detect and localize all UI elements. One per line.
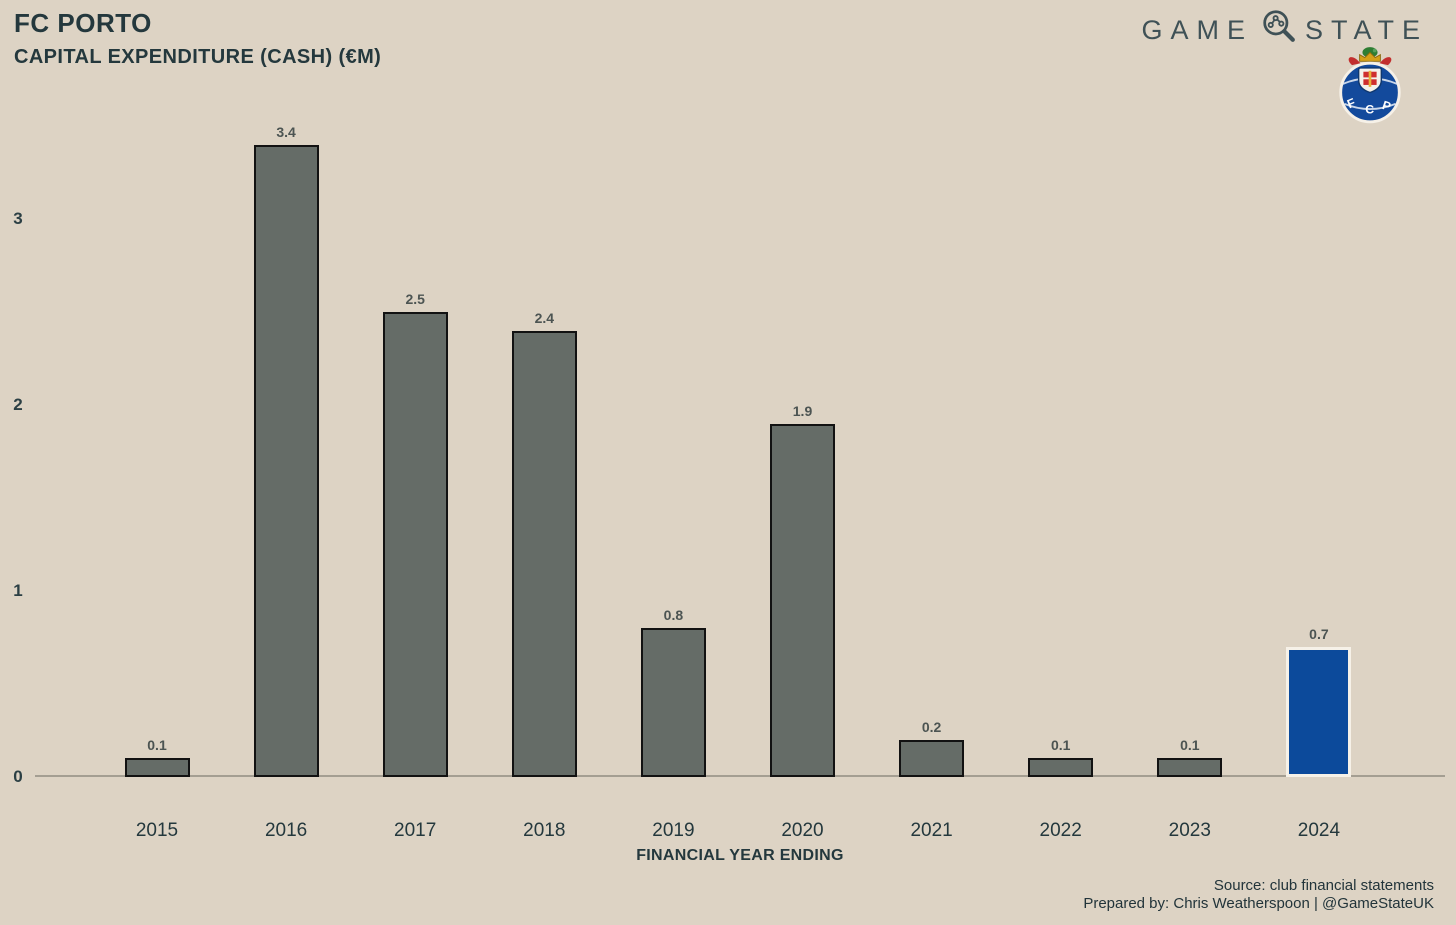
bar-value-label: 0.2: [921, 718, 942, 735]
bar-value-label: 0.1: [1180, 737, 1200, 754]
x-axis-tick-label: 2018: [523, 820, 566, 841]
bar-highlighted: [1286, 646, 1352, 777]
x-axis-line: [35, 775, 1445, 777]
bar: [899, 739, 965, 777]
y-axis-tick-label: 0: [13, 767, 23, 786]
source-text: Source: club financial statements: [1213, 877, 1434, 894]
prepared-by-text: Prepared by: Chris Weatherspoon | @GameS…: [1083, 895, 1434, 912]
magnifier-network-icon: [1261, 8, 1297, 51]
bar: [253, 144, 319, 777]
brand-word-right: STATE: [1304, 14, 1428, 45]
x-axis-tick-label: 2016: [264, 820, 308, 841]
bar-value-label: 0.8: [663, 607, 684, 624]
bar-value-label: 0.1: [147, 737, 167, 754]
x-axis-tick-label: 2021: [910, 820, 953, 841]
bar: [1028, 758, 1094, 777]
bar: [382, 312, 448, 777]
y-axis-tick-label: 1: [13, 581, 23, 600]
footer-credits: Source: club financial statements Prepar…: [1083, 877, 1434, 913]
gamestate-logo: GAME STATE: [1141, 8, 1428, 51]
x-axis-tick-label: 2020: [781, 820, 824, 841]
brand-word-left: GAME: [1141, 14, 1253, 45]
bar: [1157, 758, 1223, 777]
badge-letter-c: C: [1365, 102, 1374, 116]
fc-porto-crest-icon: F C P: [1336, 44, 1404, 124]
bar-value-label: 0.1: [1050, 737, 1071, 754]
chart-subtitle: CAPITAL EXPENDITURE (CASH) (€M): [14, 46, 382, 68]
bar: [770, 423, 835, 777]
bar: [511, 330, 577, 777]
x-axis-title: FINANCIAL YEAR ENDING: [636, 847, 844, 864]
x-axis-tick-label: 2019: [652, 820, 695, 841]
bar-value-label: 3.4: [276, 123, 296, 140]
bar: [124, 758, 190, 777]
x-axis-tick-label: 2022: [1039, 820, 1082, 841]
bar-value-label: 2.4: [534, 309, 555, 326]
page-title: FC PORTO: [14, 8, 152, 38]
y-axis-tick-label: 3: [13, 209, 23, 228]
bar-value-label: 2.5: [405, 291, 425, 307]
bar-value-label: 0.7: [1309, 625, 1329, 642]
x-axis-tick-label: 2017: [394, 820, 437, 841]
y-axis-tick-label: 2: [13, 395, 23, 414]
x-axis-tick-label: 2015: [135, 820, 179, 841]
x-axis-tick-label: 2023: [1168, 820, 1211, 841]
bar: [640, 628, 706, 777]
bar-value-label: 1.9: [792, 402, 813, 419]
x-axis-tick-label: 2024: [1297, 820, 1341, 841]
